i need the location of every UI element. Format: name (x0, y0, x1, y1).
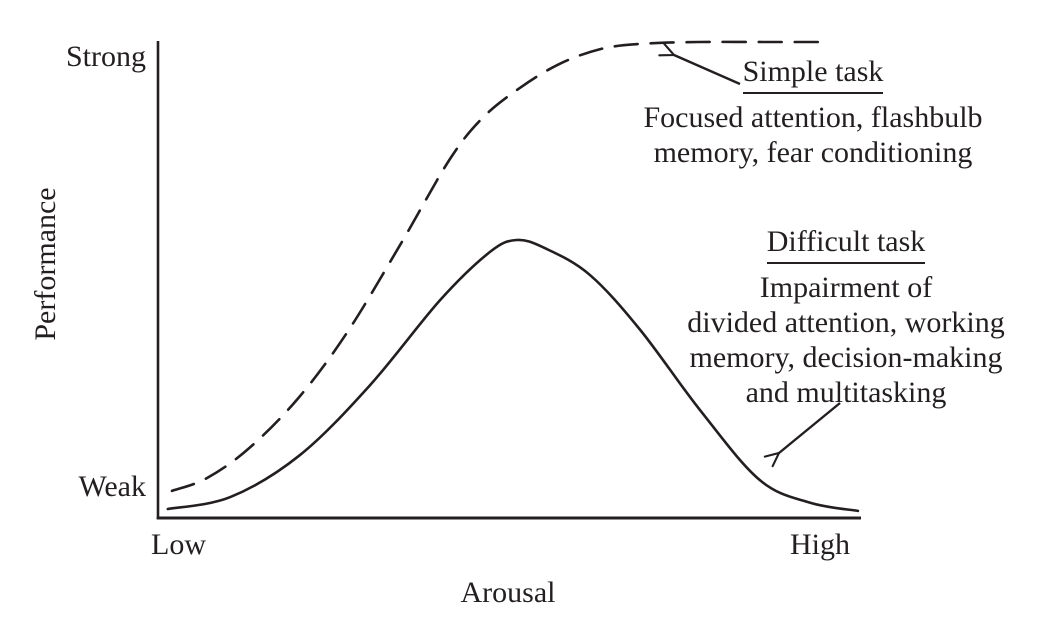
difficult-task-arrow (779, 402, 841, 453)
simple-task-arrow (674, 55, 741, 86)
y-axis-title: Performance (29, 187, 62, 341)
difficult-task-annotation-line: Impairment of (759, 271, 933, 304)
simple-task-annotation-title: Simple task (742, 54, 884, 94)
difficult-task-annotation-line: and multitasking (745, 376, 947, 409)
x-axis-left-tick-label: Low (151, 528, 206, 561)
simple-task-annotation-line: memory, fear conditioning (653, 136, 973, 169)
difficult-task-annotation-line: memory, decision-making (689, 341, 1003, 374)
x-axis-title: Arousal (460, 576, 556, 609)
difficult-task-curve (166, 238, 860, 513)
simple-task-annotation-line: Focused attention, flashbulb (643, 101, 983, 134)
x-axis-right-tick-label: High (790, 528, 850, 561)
y-axis-top-tick-label: Strong (65, 40, 146, 73)
y-axis-bottom-tick-label: Weak (78, 470, 146, 503)
difficult-task-annotation-title: Difficult task (766, 224, 926, 264)
difficult-task-annotation: Difficult task Impairment of divided att… (657, 224, 1035, 410)
simple-task-curve (170, 40, 832, 493)
simple-task-annotation: Simple task Focused attention, flashbulb… (617, 54, 1009, 170)
difficult-task-annotation-line: divided attention, working (687, 306, 1005, 339)
